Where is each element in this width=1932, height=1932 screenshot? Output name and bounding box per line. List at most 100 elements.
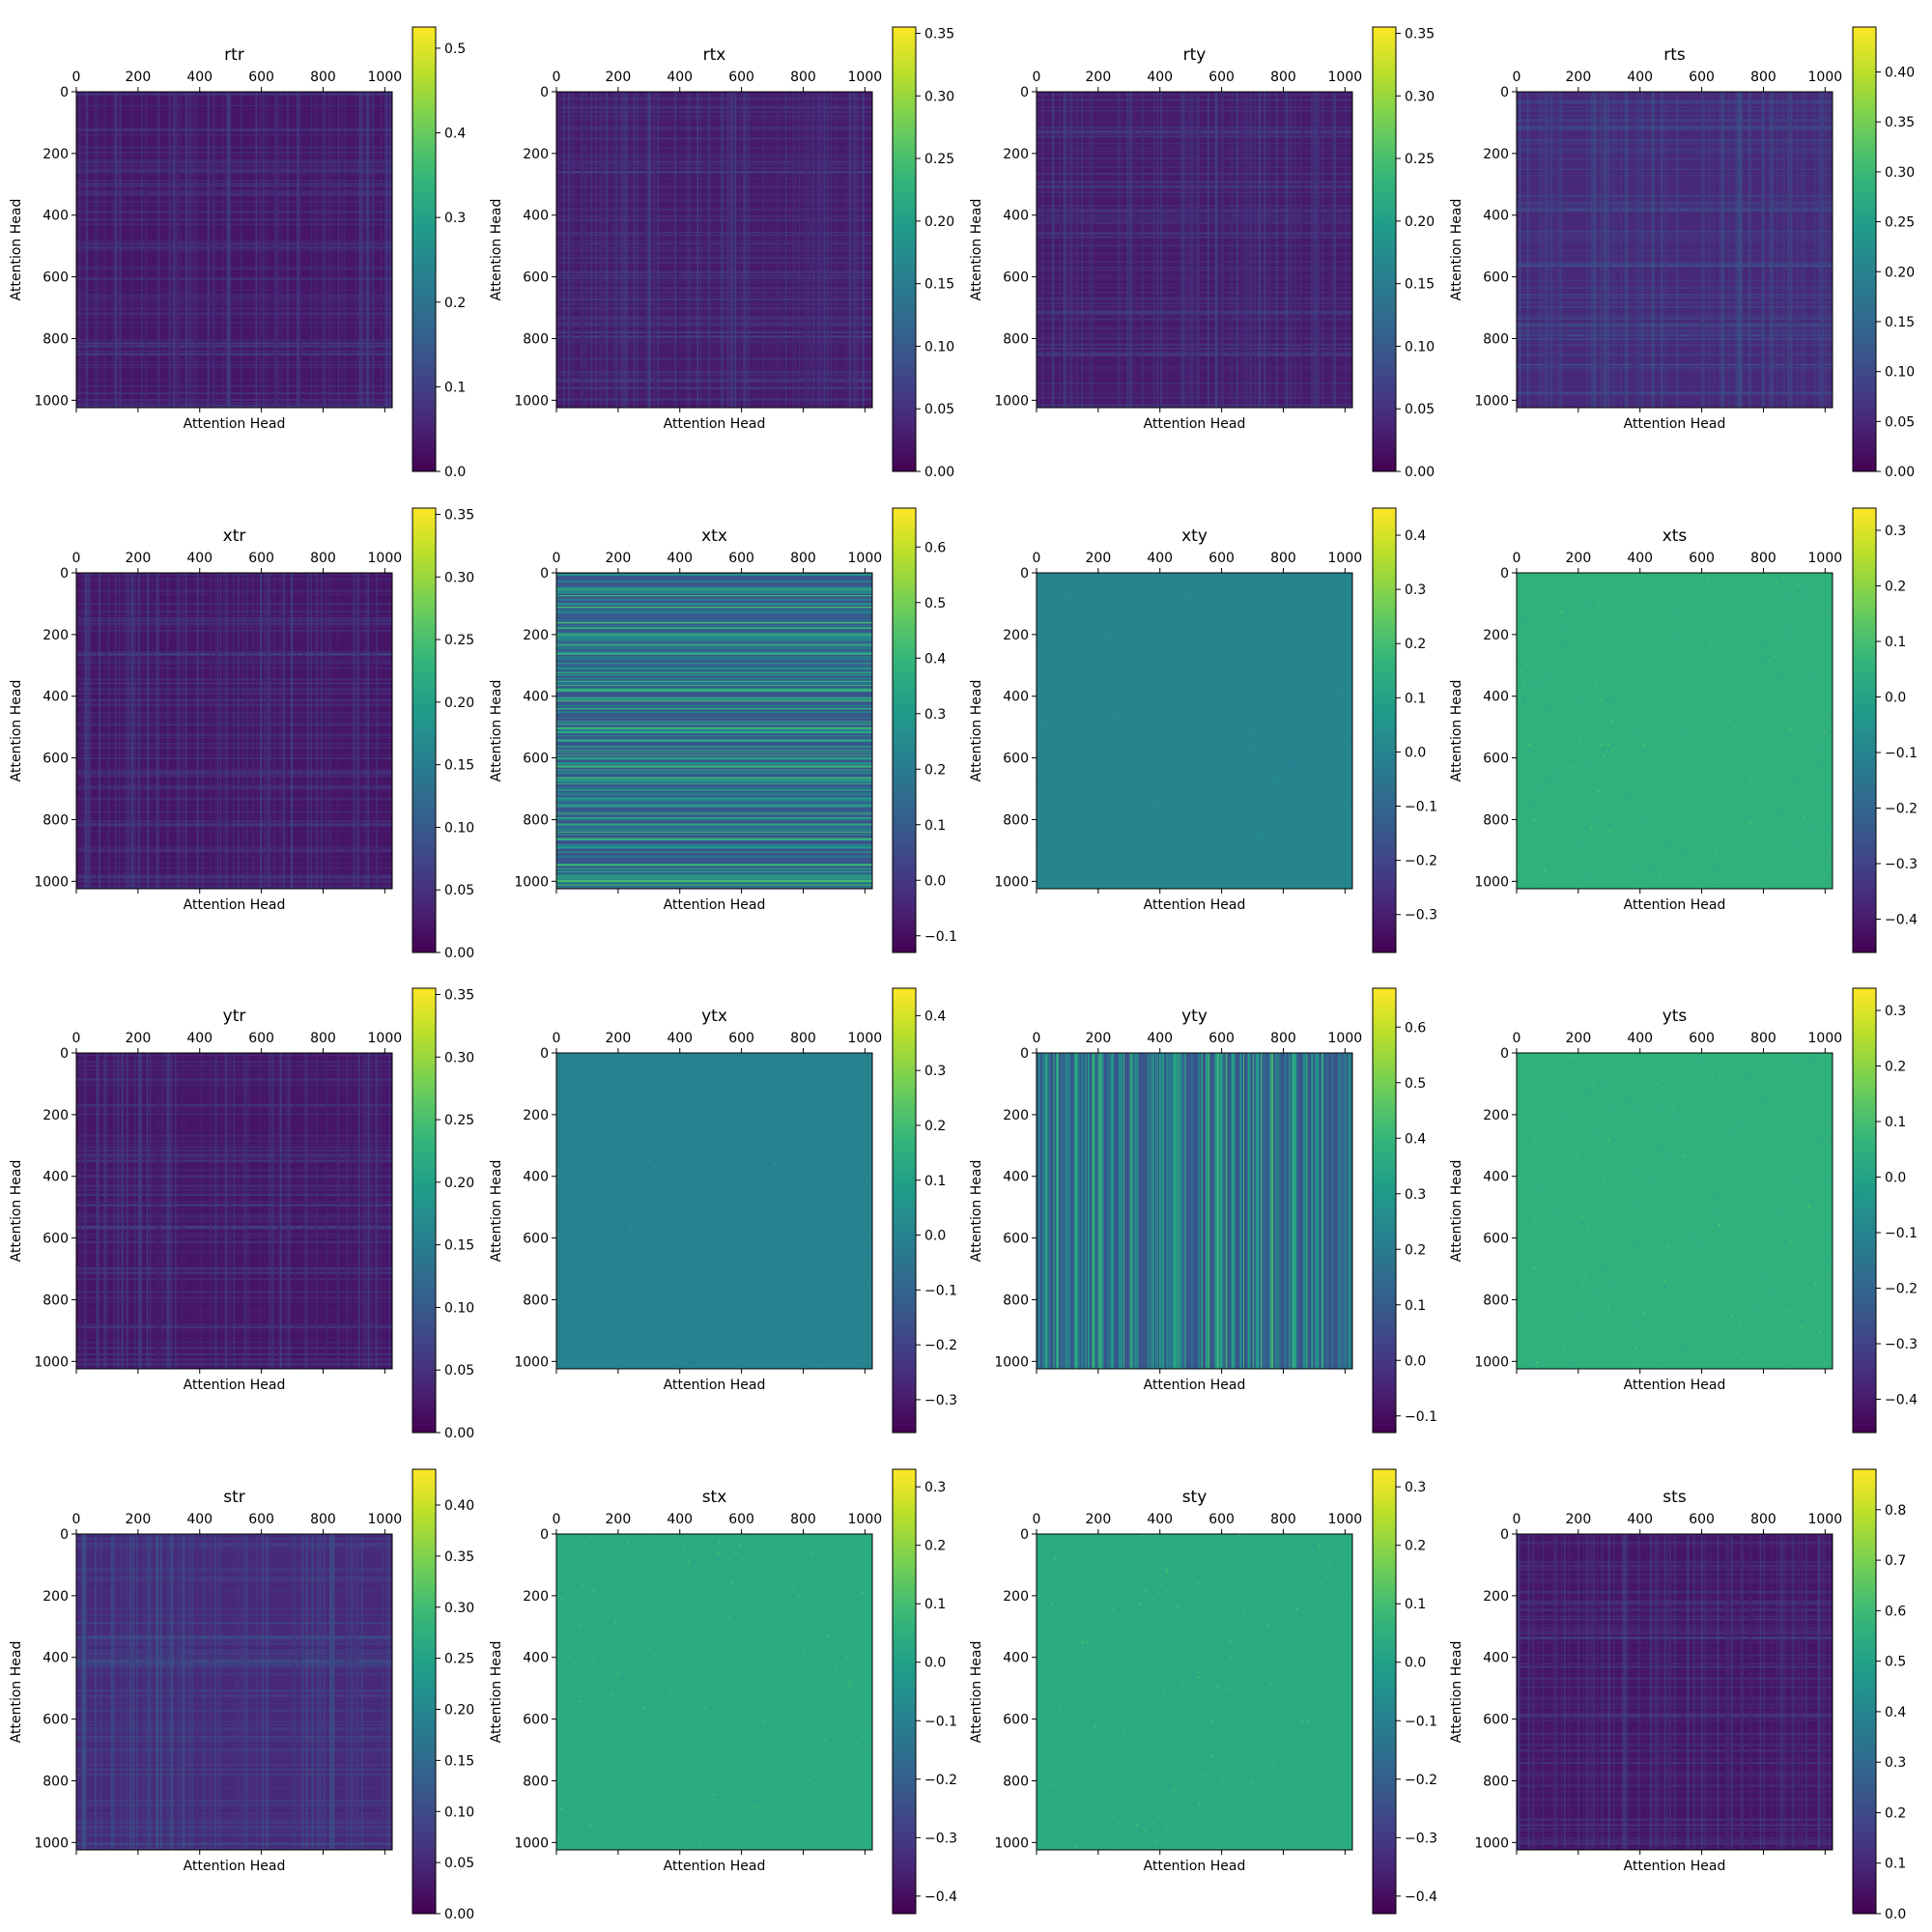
heatmap-speckle [870,1209,872,1211]
heatmap-speckle [1051,717,1054,720]
heatmap-column-stripe [1223,1053,1226,1369]
heatmap-speckle [582,1718,584,1720]
heatmap-column-stripe [1166,1053,1169,1369]
y-tick-label: 0 [60,1046,69,1062]
heatmap-speckle [734,1239,736,1242]
heatmap-column-stripe [1338,1053,1341,1369]
heatmap-speckle [744,1633,747,1634]
heatmap-speckle [1342,750,1344,752]
colorbar-tick-label: 0.30 [444,1050,474,1065]
heatmap-column-stripe [362,1053,364,1369]
heatmap-speckle [1188,1649,1190,1651]
heatmap-row-stripe [76,652,392,655]
heatmap-column-stripe [686,92,689,408]
heatmap-row-stripe [76,574,392,576]
heatmap-speckle [1074,1577,1076,1580]
heatmap-column-stripe [242,573,244,889]
heatmap-speckle [1129,1739,1131,1742]
heatmap-row-stripe [76,653,392,656]
heatmap-column-stripe [1306,1053,1308,1369]
heatmap-speckle [1710,857,1712,859]
heatmap-speckle [1127,731,1130,734]
heatmap-column-stripe [1692,1534,1695,1850]
heatmap-speckle [739,1775,742,1776]
heatmap-column-stripe [1184,92,1186,408]
heatmap-speckle [1737,704,1739,707]
heatmap-speckle [1812,1062,1814,1065]
heatmap-speckle [636,1639,638,1641]
colorbar-tick-label: 0.1 [1885,635,1906,650]
heatmap-speckle [1324,1767,1326,1769]
heatmap-column-stripe [1682,1534,1684,1850]
heatmap-row-stripe [76,354,392,356]
heatmap-speckle [1094,1834,1097,1837]
heatmap-speckle [1765,680,1767,683]
heatmap-column-stripe [1314,92,1317,408]
heatmap-speckle [1662,1259,1664,1261]
heatmap-speckle [1114,883,1116,886]
heatmap-speckle [582,1585,584,1587]
heatmap-speckle [1268,1605,1270,1606]
heatmap-column-stripe [146,573,148,889]
heatmap-row-stripe [556,371,872,374]
heatmap-speckle [793,1223,795,1225]
heatmap-speckle [1569,766,1572,769]
y-tick-label: 600 [1003,270,1029,286]
heatmap-speckle [624,1338,626,1341]
heatmap-speckle [836,1729,838,1732]
heatmap-row-stripe [76,321,392,324]
x-tick-label: 0 [553,551,561,566]
heatmap-speckle [1677,637,1679,639]
colorbar-tick-label: 0.15 [1885,315,1915,330]
heatmap-column-stripe [567,92,570,408]
heatmap-column-stripe [1769,92,1772,408]
heatmap-speckle [1275,1580,1277,1582]
heatmap-speckle [1297,602,1299,605]
x-tick-label: 800 [1750,1512,1776,1527]
heatmap-row-stripe [556,714,872,716]
heatmap-speckle [850,1566,853,1569]
heatmap-speckle [1579,733,1581,735]
colorbar-tick-label: 0.15 [924,277,954,293]
y-tick-label: 0 [60,1527,69,1543]
y-tick-label: 200 [43,147,69,162]
heatmap-speckle [1122,677,1124,680]
heatmap-speckle [1524,716,1526,719]
heatmap-speckle [767,1669,769,1671]
heatmap-column-stripe [122,1534,125,1850]
heatmap-row-stripe [556,215,872,218]
heatmap-column-stripe [171,1053,174,1369]
heatmap-speckle [1251,1709,1253,1712]
heatmap-speckle [754,1104,756,1107]
heatmap-row-stripe [76,1828,392,1830]
colorbar: −0.4−0.3−0.2−0.10.00.10.20.3 [892,1468,957,1915]
heatmap-row-stripe [556,658,872,661]
heatmap-speckle [688,1561,690,1563]
heatmap-row-stripe [556,127,872,128]
heatmap-speckle [607,1216,609,1219]
heatmap-column-stripe [1801,1534,1804,1850]
heatmap-row-stripe [556,324,872,326]
colorbar: −0.4−0.3−0.2−0.10.00.10.20.3 [1852,507,1918,953]
heatmap-column-stripe [1293,1053,1295,1369]
heatmap-column-stripe [1150,1053,1152,1369]
heatmap-speckle [1560,583,1562,585]
heatmap-speckle [1255,689,1257,692]
heatmap-speckle [1728,706,1731,709]
heatmap-speckle [775,1163,777,1166]
heatmap-row-stripe [76,129,392,131]
heatmap-background [1517,1053,1833,1369]
heatmap-speckle [1682,1154,1684,1156]
heatmap-row-stripe [556,777,872,780]
heatmap-column-stripe [344,1534,347,1850]
heatmap-speckle [1619,1247,1621,1249]
heatmap-speckle [1219,1690,1222,1693]
heatmap-row-stripe [76,1804,392,1806]
heatmap-speckle [1108,1840,1110,1843]
heatmap-speckle [1128,1807,1130,1809]
heatmap-speckle [1250,732,1252,734]
heatmap-column-stripe [1613,92,1615,408]
heatmap-column-stripe [321,92,322,408]
y-axis-label: Attention Head [969,680,984,782]
heatmap-row-stripe [76,704,392,706]
